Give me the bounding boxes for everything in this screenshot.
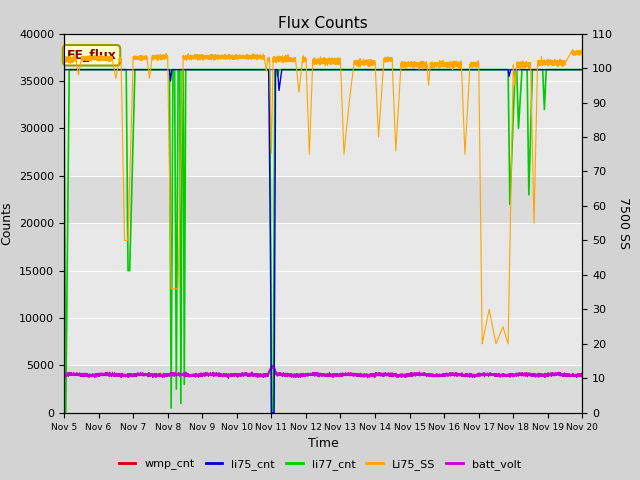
Title: Flux Counts: Flux Counts (278, 16, 368, 31)
Bar (64, 365, 582, 413)
X-axis label: Time: Time (308, 437, 339, 450)
Y-axis label: 7500 SS: 7500 SS (617, 197, 630, 249)
Legend: wmp_cnt, li75_cnt, li77_cnt, Li75_SS, batt_volt: wmp_cnt, li75_cnt, li77_cnt, Li75_SS, ba… (115, 455, 525, 474)
Bar (64, 176, 582, 223)
Bar (64, 271, 582, 318)
Bar (64, 81, 582, 128)
Text: EE_flux: EE_flux (67, 49, 116, 62)
Y-axis label: Counts: Counts (1, 202, 13, 245)
